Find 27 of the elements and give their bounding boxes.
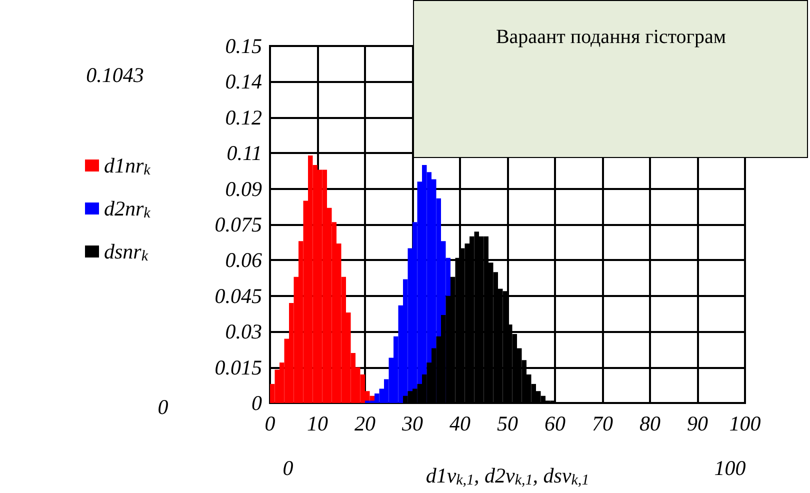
- x-tick-label: 40: [450, 412, 471, 436]
- text-box: Вараант подання гістограм: [413, 0, 808, 158]
- x-tick-label: 50: [497, 412, 518, 436]
- text: 0: [158, 395, 169, 419]
- y-tick-label: 0.11: [226, 141, 262, 166]
- x-tick-label: 100: [729, 412, 762, 436]
- x-tick-label: 30: [401, 412, 424, 436]
- text: 0: [282, 456, 294, 480]
- x-tick-label: 10: [307, 412, 328, 436]
- x-tick-label: 60: [544, 412, 566, 436]
- y-tick-label: 0.09: [225, 176, 262, 201]
- x-tick-label: 70: [592, 412, 614, 436]
- y-tick-label: 0.12: [225, 105, 262, 130]
- y-tick-label: 0.045: [214, 284, 262, 308]
- text: 0.1043: [86, 63, 144, 87]
- annotation: Вараант подання гістограм: [494, 25, 728, 50]
- x-tick-label: 20: [354, 412, 376, 436]
- y-tick-label: 0.03: [225, 320, 262, 344]
- y-tick-label: 0.015: [214, 355, 262, 380]
- y-tick-label: 0.14: [225, 70, 262, 94]
- x-tick-label: 80: [640, 412, 661, 436]
- y-tick-label: 0.15: [225, 34, 262, 58]
- x-tick-label: 90: [687, 412, 708, 436]
- y-tick-label: 0.075: [214, 212, 262, 236]
- text: 100: [714, 456, 746, 480]
- y-tick-label: 0: [252, 391, 262, 415]
- y-tick-label: 0.06: [225, 248, 262, 272]
